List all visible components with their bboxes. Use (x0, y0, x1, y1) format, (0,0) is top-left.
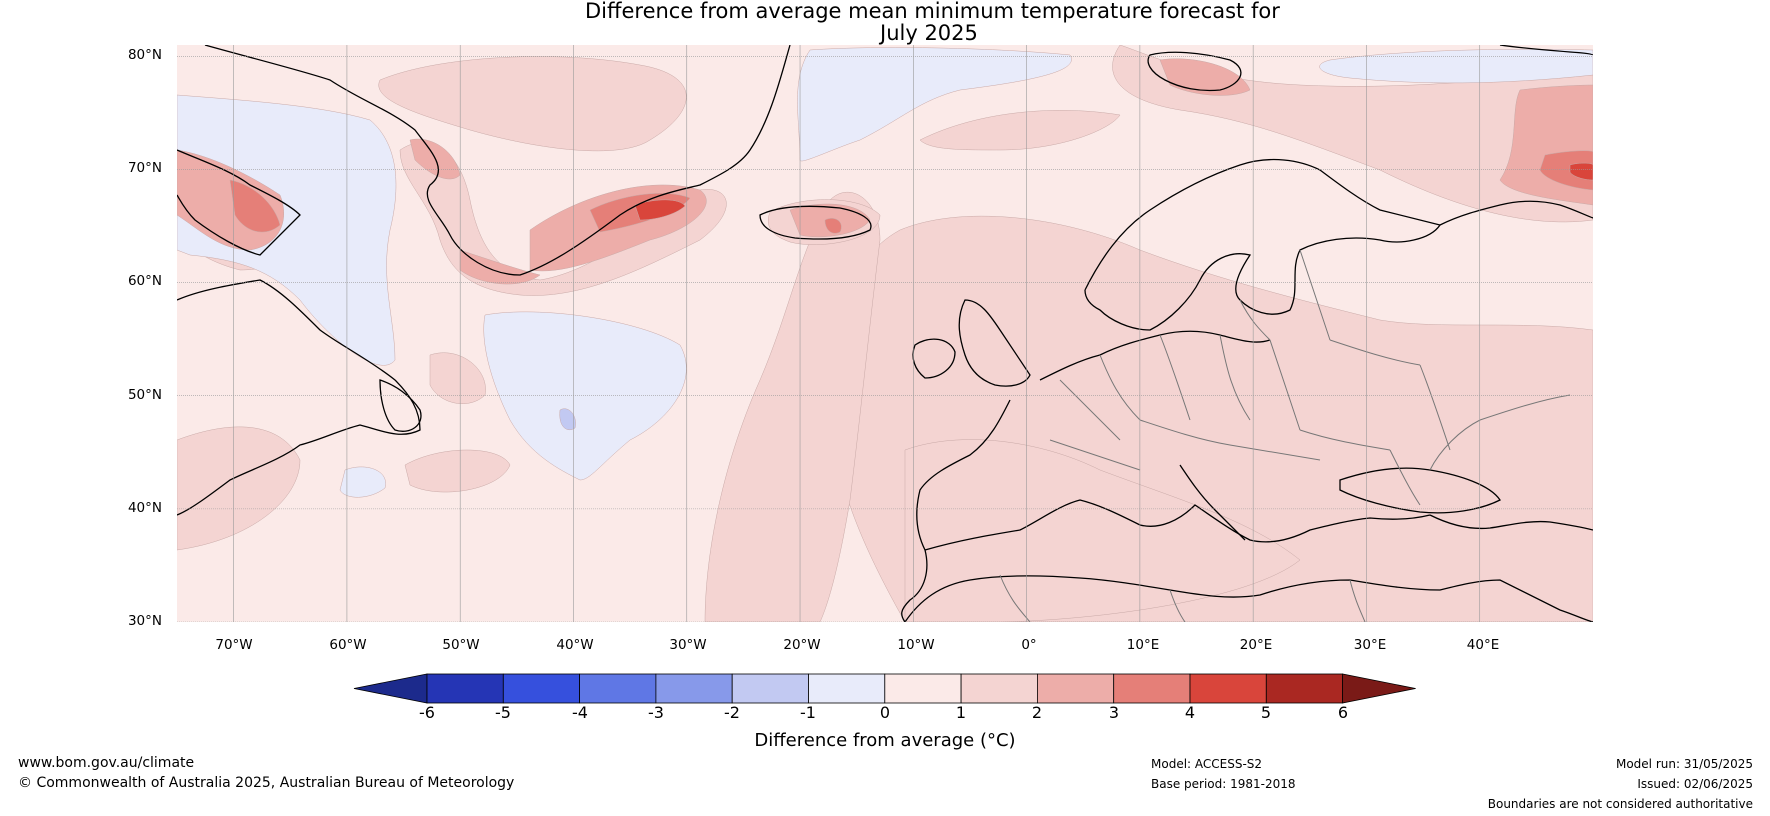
title-line-2: July 2025 (880, 21, 978, 45)
anomaly-region-warm-newfoundland (177, 426, 301, 551)
anomaly-region-cool2-atlantic (559, 408, 576, 431)
cbar-tick-3: 3 (1108, 703, 1120, 722)
coastline-svalbard (1147, 51, 1242, 92)
coastline-greenland (204, 45, 791, 276)
coastline-baffin (177, 149, 301, 256)
anomaly-region-cool-arctic-east (1319, 49, 1593, 84)
cbar-tick-m5: -5 (495, 703, 511, 722)
lon-label-30w: 30°W (669, 637, 707, 653)
lon-label-10e: 10°E (1126, 637, 1160, 653)
lat-label-30n: 30°N (127, 613, 162, 629)
coastline-black-sea (1339, 467, 1501, 514)
lon-label-60w: 60°W (329, 637, 367, 653)
cbar-tick-m4: -4 (572, 703, 588, 722)
coastline-italy (1179, 464, 1246, 541)
footer-model-run: Model run: 31/05/2025 (1615, 757, 1753, 771)
lon-label-0: 0° (1021, 637, 1037, 653)
coastline-uk (958, 299, 1031, 387)
lat-label-50n: 50°N (127, 387, 162, 403)
lon-label-40e: 40°E (1466, 637, 1500, 653)
cbar-tick-1: 1 (955, 703, 967, 722)
map-layer (177, 45, 1593, 622)
anomaly-region-warm-mid-atlantic (704, 191, 881, 622)
lat-label-80n: 80°N (127, 47, 162, 63)
cbar-tick-6: 6 (1337, 703, 1349, 722)
footer-issued: Issued: 02/06/2025 (1637, 777, 1753, 791)
anomaly-region-warm-barents (919, 110, 1121, 151)
lat-label-70n: 70°N (127, 160, 162, 176)
lat-label-60n: 60°N (127, 273, 162, 289)
anomaly-region-cool-central-atlantic (483, 311, 687, 481)
cbar-tick-0: 0 (879, 703, 891, 722)
coastline-scandinavia (1084, 158, 1442, 331)
footer-model: Model: ACCESS-S2 (1151, 757, 1263, 771)
coastlines (177, 45, 1593, 622)
footer-website: www.bom.gov.au/climate (18, 755, 195, 771)
coastline-labrador (177, 279, 421, 516)
coastline-turkey (1429, 514, 1593, 531)
cbar-tick-2: 2 (1031, 703, 1043, 722)
anomaly-region-warm5-greenland-east (634, 199, 686, 221)
cbar-tick-m2: -2 (724, 703, 740, 722)
gridlines (177, 45, 1593, 622)
cbar-tick-4: 4 (1184, 703, 1196, 722)
coastline-newfoundland (379, 379, 422, 432)
anomaly-region-warm-north-atlantic (378, 56, 687, 152)
lat-label-40n: 40°N (127, 500, 162, 516)
coastline-europe-north (1039, 330, 1271, 381)
lon-label-40w: 40°W (556, 637, 594, 653)
cbar-tick-m6: -6 (419, 703, 435, 722)
anomaly-region-warm-labrador (429, 352, 486, 404)
anomaly-region-warm4-kara (1539, 150, 1593, 191)
footer-disclaimer: Boundaries are not considered authoritat… (1487, 797, 1753, 811)
coastline-mediterranean-north (924, 499, 1431, 551)
lon-label-70w: 70°W (215, 637, 253, 653)
coastline-novaya-zemlya (1499, 45, 1593, 56)
anomaly-region-warm4-baffin (229, 179, 281, 233)
cbar-tick-m3: -3 (648, 703, 664, 722)
lon-label-20e: 20°E (1239, 637, 1273, 653)
coastline-iceland (759, 205, 872, 240)
footer-copyright: © Commonwealth of Australia 2025, Austra… (18, 775, 515, 791)
coastline-europe-west (901, 399, 1011, 622)
anomaly-region-warm-azores (404, 449, 511, 493)
footer-base-period: Base period: 1981-2018 (1151, 777, 1296, 791)
anomaly-region-warm3-svalbard (1159, 58, 1251, 96)
border-lines-europe (999, 249, 1571, 622)
coastline-russia-arctic (1439, 200, 1593, 226)
lon-label-20w: 20°W (783, 637, 821, 653)
coastline-africa-north (904, 575, 1593, 622)
colorbar-label: Difference from average (°C) (754, 730, 1016, 751)
cbar-tick-5: 5 (1260, 703, 1272, 722)
lon-label-10w: 10°W (897, 637, 935, 653)
lon-label-50w: 50°W (442, 637, 480, 653)
country-borders (999, 249, 1571, 622)
lon-label-30e: 30°E (1353, 637, 1387, 653)
cbar-tick-m1: -1 (800, 703, 816, 722)
anomaly-region-warm5-kara (1569, 162, 1593, 181)
anomaly-region-warm4-iceland (824, 218, 842, 234)
coastline-ireland (912, 338, 956, 379)
title-line-1: Difference from average mean minimum tem… (585, 0, 1280, 23)
anomaly-region-cool-newfoundland-coast (339, 466, 386, 498)
